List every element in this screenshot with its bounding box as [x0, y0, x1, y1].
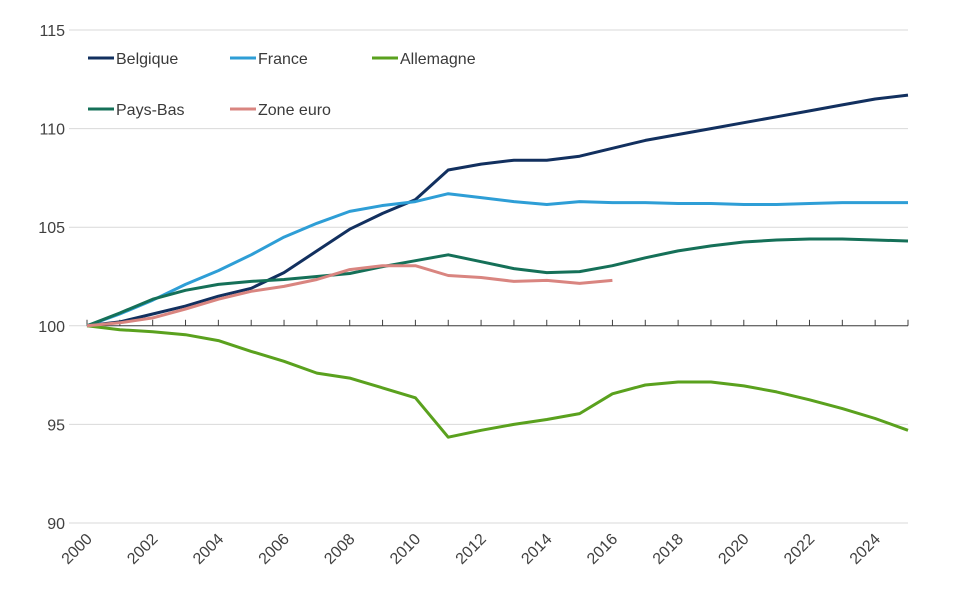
x-tick-label: 2014	[518, 531, 555, 568]
x-tick-label: 2004	[190, 531, 227, 568]
legend-label-france: France	[258, 51, 308, 68]
x-tick-label: 2024	[847, 531, 884, 568]
legend-label-belgique: Belgique	[116, 51, 178, 68]
series-line-belgique	[86, 93, 909, 328]
y-tick-label: 100	[38, 319, 65, 336]
y-tick-label: 90	[47, 516, 65, 533]
x-tick-label: 2016	[584, 531, 621, 568]
x-tick-label: 2000	[59, 531, 96, 568]
y-tick-label: 115	[39, 23, 65, 40]
y-tick-label: 95	[47, 417, 65, 434]
legend: Belgique France Allemagne Pays-Bas Zone euro	[88, 51, 476, 119]
series-line-allemagne	[86, 324, 909, 439]
series-line-pays-bas	[86, 237, 909, 328]
grid-lines	[69, 29, 908, 524]
series-line-zone-euro	[86, 264, 613, 328]
x-tick-label: 2022	[781, 531, 818, 568]
x-tick-label: 2010	[387, 531, 424, 568]
x-tick-label: 2006	[256, 531, 293, 568]
y-tick-label: 105	[38, 220, 65, 237]
x-tick-label: 2020	[715, 531, 752, 568]
legend-label-zone-euro: Zone euro	[258, 102, 331, 119]
x-tick-label: 2008	[321, 531, 358, 568]
x-tick-label: 2012	[453, 531, 490, 568]
x-tick-label: 2018	[650, 531, 687, 568]
legend-label-pays-bas: Pays-Bas	[116, 102, 184, 119]
y-tick-label: 110	[39, 122, 65, 139]
x-tick-label: 2002	[124, 531, 161, 568]
series-line-france	[86, 192, 908, 328]
legend-label-allemagne: Allemagne	[400, 51, 476, 68]
series-lines	[86, 93, 909, 439]
